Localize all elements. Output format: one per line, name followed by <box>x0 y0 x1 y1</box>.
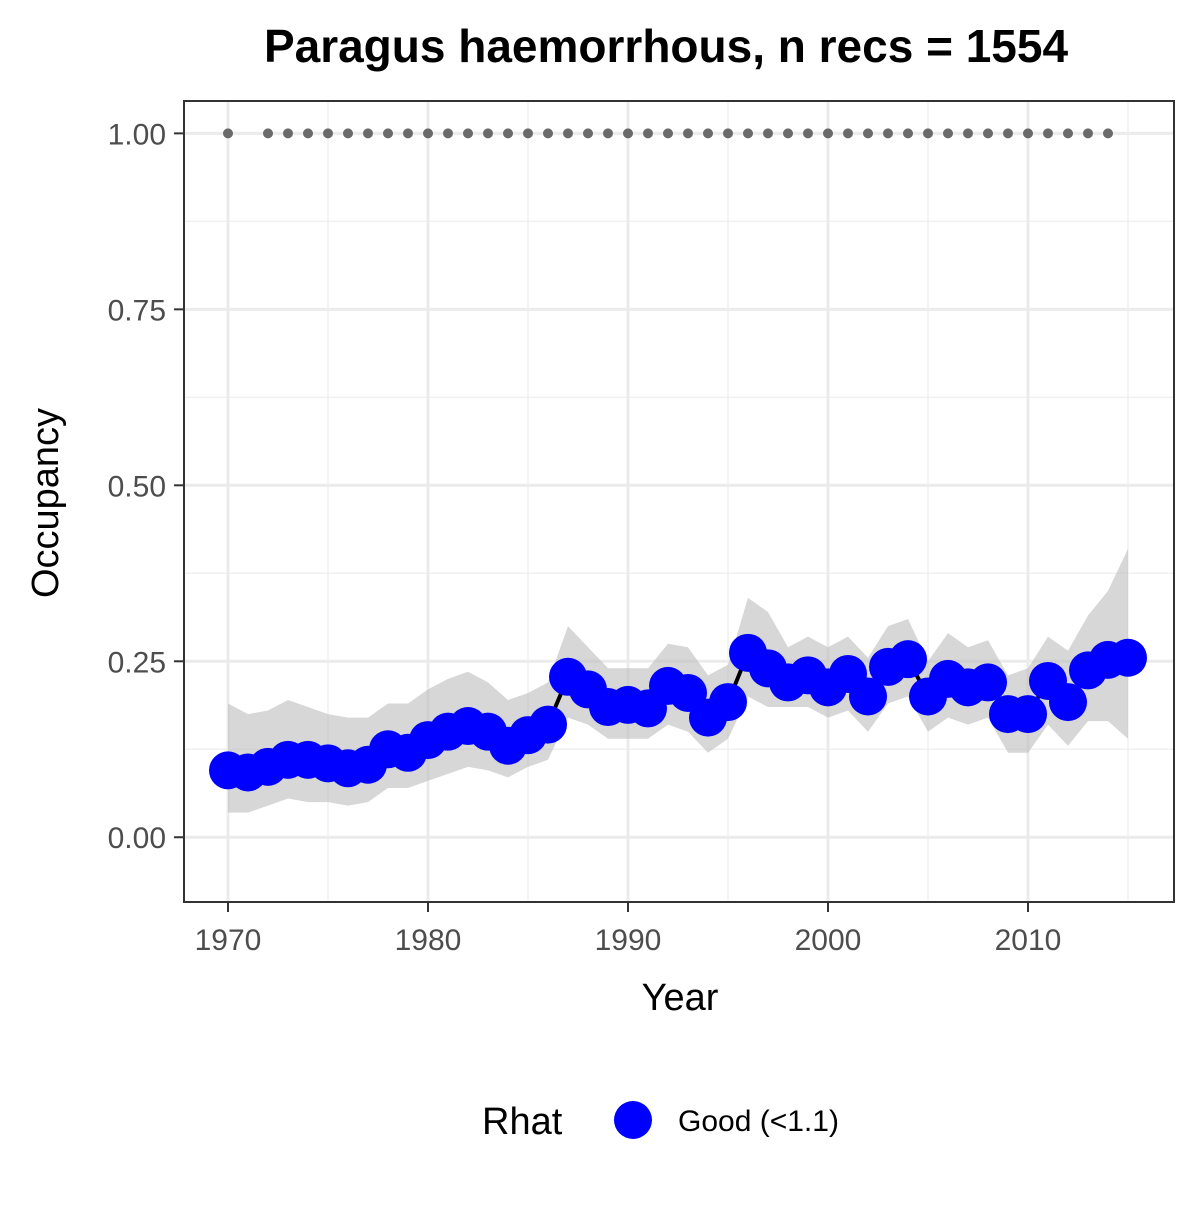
rug-point <box>1043 128 1053 139</box>
rug-point <box>343 128 353 139</box>
rug-point <box>363 128 373 139</box>
x-tick-label: 1970 <box>195 924 262 957</box>
rug-point <box>403 128 413 139</box>
data-point <box>1109 638 1147 677</box>
rug-point <box>503 128 513 139</box>
legend: Rhat Good (<1.1) <box>482 1101 839 1143</box>
rug-point <box>723 128 733 139</box>
rug-point <box>263 128 273 139</box>
x-tick-label: 2000 <box>795 924 862 957</box>
y-tick-label: 0.50 <box>108 470 166 503</box>
rug-point <box>283 128 293 139</box>
rug-point <box>583 128 593 139</box>
y-tick-label: 0.00 <box>108 822 166 855</box>
chart-title: Paragus haemorrhous, n recs = 1554 <box>264 20 1069 72</box>
x-tick-label: 2010 <box>995 924 1062 957</box>
data-point <box>969 663 1007 702</box>
rug-point <box>823 128 833 139</box>
rug-point <box>443 128 453 139</box>
rug-point <box>983 128 993 139</box>
data-point <box>529 705 567 744</box>
rug-layer <box>223 128 1113 139</box>
rug-point <box>463 128 473 139</box>
axis-layer: 0.00 0.25 0.50 0.75 1.00 1970 1980 1990 2000 2010 <box>108 118 1062 957</box>
rug-point <box>1063 128 1073 139</box>
data-point <box>889 640 927 679</box>
rug-point <box>703 128 713 139</box>
rug-point <box>923 128 933 139</box>
x-tick-label: 1990 <box>595 924 662 957</box>
rug-point <box>1003 128 1013 139</box>
rug-point <box>963 128 973 139</box>
data-point <box>1009 695 1047 734</box>
data-point <box>849 677 887 716</box>
panel-border <box>183 100 1175 903</box>
y-tick-label: 0.25 <box>108 646 166 679</box>
rug-point <box>563 128 573 139</box>
rug-point <box>943 128 953 139</box>
rug-point <box>783 128 793 139</box>
rug-point <box>483 128 493 139</box>
rug-point <box>743 128 753 139</box>
rug-point <box>683 128 693 139</box>
rug-point <box>1023 128 1033 139</box>
rug-point <box>543 128 553 139</box>
x-axis-title: Year <box>642 977 719 1019</box>
y-axis-title: Occupancy <box>25 408 67 598</box>
y-tick-label: 0.75 <box>108 294 166 327</box>
rug-point <box>903 128 913 139</box>
data-point-layer <box>209 633 1147 792</box>
rug-point <box>1083 128 1093 139</box>
rug-point <box>223 128 233 139</box>
rug-point <box>863 128 873 139</box>
data-point <box>709 683 747 722</box>
rug-point <box>663 128 673 139</box>
rug-point <box>803 128 813 139</box>
rug-point <box>603 128 613 139</box>
legend-label-good: Good (<1.1) <box>678 1105 839 1138</box>
rug-point <box>423 128 433 139</box>
x-tick-label: 1980 <box>395 924 462 957</box>
legend-title: Rhat <box>482 1101 563 1143</box>
rug-point <box>323 128 333 139</box>
rug-point <box>883 128 893 139</box>
data-point <box>1049 683 1087 722</box>
rug-point <box>623 128 633 139</box>
rug-point <box>843 128 853 139</box>
rug-point <box>763 128 773 139</box>
rug-point <box>1103 128 1113 139</box>
rug-point <box>383 128 393 139</box>
rug-point <box>523 128 533 139</box>
rug-point <box>643 128 653 139</box>
rug-point <box>303 128 313 139</box>
y-tick-label: 1.00 <box>108 118 166 151</box>
legend-key-good <box>614 1101 652 1139</box>
